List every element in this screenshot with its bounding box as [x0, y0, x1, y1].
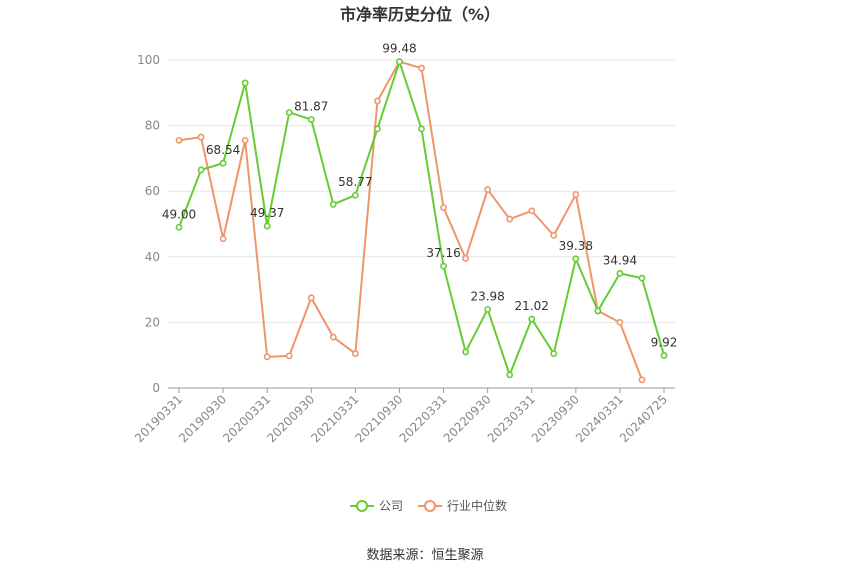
data-point — [307, 294, 315, 302]
series-points — [175, 58, 668, 384]
data-point — [440, 204, 447, 211]
data-point — [594, 307, 602, 315]
legend-item-1[interactable]: 行业中位数 — [418, 498, 507, 513]
data-point — [638, 274, 646, 282]
data-point — [528, 207, 536, 215]
data-point — [462, 348, 469, 356]
data-label: 49.00 — [162, 207, 196, 221]
data-label: 37.16 — [426, 246, 460, 260]
data-point — [484, 186, 492, 193]
y-tick-label: 60 — [145, 184, 160, 198]
data-point — [484, 305, 492, 313]
data-point — [241, 79, 249, 87]
data-label: 99.48 — [382, 42, 416, 56]
data-point — [263, 353, 271, 361]
y-tick-label: 40 — [145, 250, 160, 264]
data-label: 23.98 — [470, 289, 504, 303]
data-label: 21.02 — [515, 299, 549, 313]
data-point — [462, 255, 469, 262]
data-point — [506, 215, 514, 223]
legend-marker — [356, 500, 368, 512]
legend-item-0[interactable]: 公司 — [350, 499, 403, 513]
data-point — [374, 97, 381, 105]
data-point — [285, 352, 293, 360]
data-point — [550, 350, 558, 357]
data-point — [197, 133, 205, 141]
data-label: 34.94 — [603, 253, 637, 267]
data-point — [616, 269, 624, 277]
series-line-1 — [178, 60, 643, 381]
x-axis: 2019033120190930202003312020093020210331… — [132, 387, 675, 445]
data-point — [528, 315, 536, 323]
data-point — [219, 235, 227, 243]
data-point — [396, 58, 403, 66]
data-label: 39.38 — [559, 239, 593, 253]
data-point — [285, 109, 293, 116]
data-point — [351, 191, 359, 199]
data-label: 9.92 — [651, 335, 678, 349]
chart-title: 市净率历史分位（%） — [340, 5, 500, 24]
data-labels: 49.00 68.54 49.37 81.87 58.77 99.48 37.16 23.98… — [162, 42, 678, 350]
data-label: 49.37 — [250, 206, 284, 220]
data-label: 58.77 — [338, 175, 372, 189]
data-point — [307, 116, 315, 123]
grid — [168, 59, 675, 323]
data-point — [329, 333, 337, 341]
y-axis: 0 20 40 60 80 100 — [137, 53, 160, 395]
data-point — [440, 262, 447, 270]
y-tick-label: 20 — [145, 315, 160, 329]
legend-marker — [424, 500, 436, 512]
y-tick-label: 100 — [137, 53, 160, 67]
data-point — [572, 191, 580, 198]
legend-label: 公司 — [379, 499, 403, 513]
data-point — [616, 318, 624, 326]
legend[interactable]: 公司 行业中位数 — [350, 498, 507, 513]
legend-label: 行业中位数 — [447, 498, 507, 513]
data-point — [550, 232, 558, 239]
data-point — [374, 125, 381, 133]
data-point — [418, 64, 425, 72]
data-point — [418, 125, 425, 133]
x-tick-label: 20240725 — [617, 392, 670, 445]
data-label: 68.54 — [206, 143, 240, 157]
data-point — [638, 376, 646, 384]
data-point — [351, 350, 359, 357]
source-text: 数据来源：恒生聚源 — [366, 548, 483, 563]
data-point — [572, 255, 580, 263]
data-point — [263, 222, 271, 230]
data-point — [329, 200, 337, 208]
y-tick-label: 80 — [145, 119, 160, 133]
series-lines — [178, 60, 665, 381]
data-point — [197, 166, 205, 174]
data-point — [241, 136, 249, 144]
data-label: 81.87 — [294, 99, 328, 113]
data-point — [660, 352, 668, 359]
data-point — [175, 136, 183, 144]
data-point — [175, 223, 183, 231]
data-point — [219, 159, 227, 167]
y-tick-label: 0 — [152, 381, 160, 395]
data-point — [506, 371, 514, 379]
